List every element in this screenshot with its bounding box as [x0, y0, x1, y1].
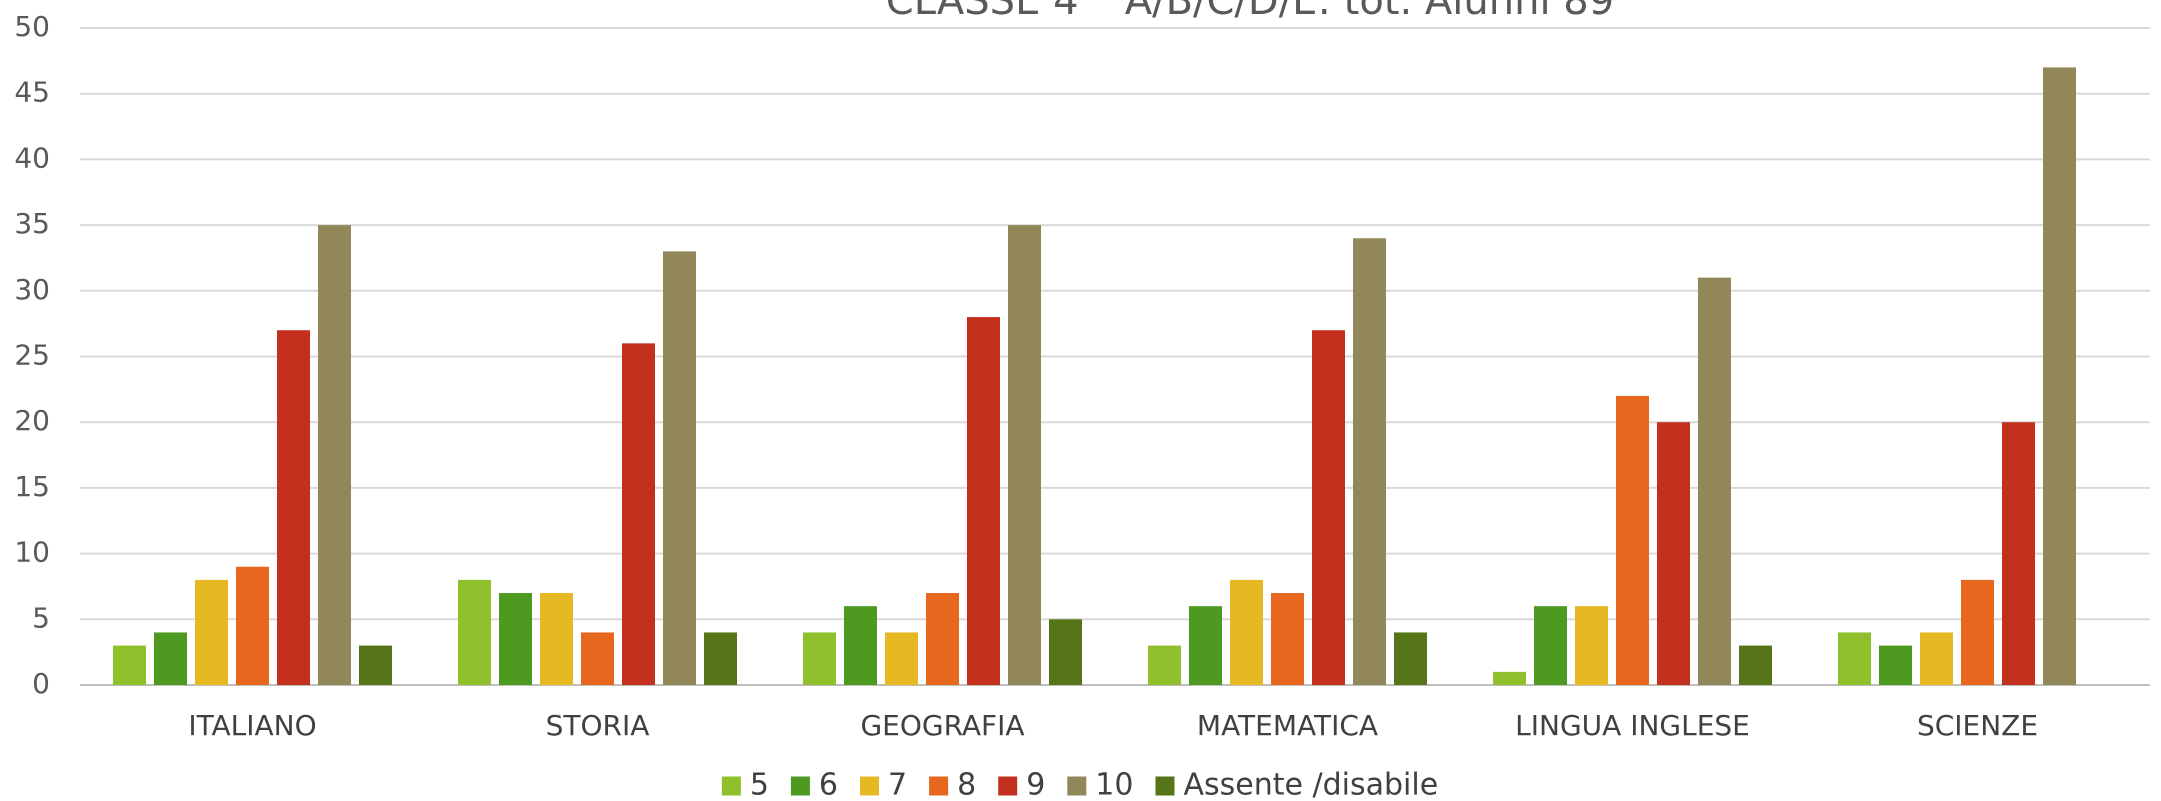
bars [113, 67, 2076, 686]
legend-swatch [860, 776, 880, 796]
legend-swatch [998, 776, 1018, 796]
bar [1148, 645, 1181, 685]
bar [1312, 330, 1345, 685]
y-tick-label: 10 [14, 536, 50, 569]
y-tick-label: 25 [14, 339, 50, 372]
bar [1838, 632, 1871, 685]
bar [195, 579, 228, 685]
bar [113, 645, 146, 685]
bar [967, 317, 1000, 685]
legend-label: 7 [888, 768, 907, 801]
x-tick-label: STORIA [546, 709, 650, 742]
x-tick-label: GEOGRAFIA [860, 709, 1024, 742]
bar [885, 632, 918, 685]
legend-swatch [1155, 776, 1175, 796]
legend-label: 9 [1026, 768, 1045, 801]
bar [803, 632, 836, 685]
bar [1616, 395, 1649, 685]
y-tick-label: 45 [14, 76, 50, 109]
legend: 5 6 7 8 9 10 Assente /disabile [721, 768, 1438, 801]
bar [926, 593, 959, 685]
bar [2002, 422, 2035, 685]
bar [318, 225, 351, 685]
grid-layer [80, 27, 2150, 686]
bar [499, 593, 532, 685]
y-tick-label: 0 [32, 667, 50, 700]
legend-swatch [721, 776, 741, 796]
legend-swatch [790, 776, 810, 796]
legend-swatch [929, 776, 949, 796]
bar [844, 606, 877, 685]
legend-label: 8 [957, 768, 976, 801]
legend-label: Assente /disabile [1183, 768, 1438, 801]
y-axis: 0 5 10 15 20 25 30 35 40 45 50 [14, 10, 50, 700]
bar [1493, 671, 1526, 685]
bar [1698, 277, 1731, 685]
bar [540, 593, 573, 685]
bar [1008, 225, 1041, 685]
x-tick-label: MATEMATICA [1197, 709, 1378, 742]
bar [1657, 422, 1690, 685]
chart-title: CLASSE 4^ A/B/C/D/E: tot. Alunni 89 [886, 0, 1614, 24]
y-tick-label: 50 [14, 10, 50, 43]
legend-swatch [1067, 776, 1087, 796]
y-tick-label: 5 [32, 601, 50, 634]
y-tick-label: 40 [14, 141, 50, 174]
y-tick-label: 15 [14, 470, 50, 503]
bar [1739, 645, 1772, 685]
bar [704, 632, 737, 685]
bar [1353, 238, 1386, 686]
title-layer: CLASSE 4^ A/B/C/D/E: tot. Alunni 89 [886, 0, 1614, 24]
bar [359, 645, 392, 685]
x-axis: ITALIANO STORIA GEOGRAFIA MATEMATICA LINGUA … [188, 709, 2038, 742]
bar [1961, 579, 1994, 685]
bar [1271, 593, 1304, 685]
bar [1575, 606, 1608, 685]
bar [1879, 645, 1912, 685]
bar [1049, 619, 1082, 685]
bar [1920, 632, 1953, 685]
bar [277, 330, 310, 685]
bar [581, 632, 614, 685]
bar [622, 343, 655, 685]
bar [1534, 606, 1567, 685]
y-tick-label: 20 [14, 404, 50, 437]
bar [1230, 579, 1263, 685]
bar [663, 251, 696, 685]
bar [1189, 606, 1222, 685]
bar [154, 632, 187, 685]
bar [458, 579, 491, 685]
x-tick-label: LINGUA INGLESE [1515, 709, 1750, 742]
y-tick-label: 30 [14, 273, 50, 306]
legend-label: 6 [819, 768, 838, 801]
legend-label: 5 [750, 768, 769, 801]
bar [2043, 67, 2076, 686]
legend-label: 10 [1095, 768, 1133, 801]
x-tick-label: ITALIANO [188, 709, 316, 742]
y-tick-label: 35 [14, 207, 50, 240]
bar [236, 566, 269, 685]
x-tick-label: SCIENZE [1917, 709, 2038, 742]
bar [1394, 632, 1427, 685]
